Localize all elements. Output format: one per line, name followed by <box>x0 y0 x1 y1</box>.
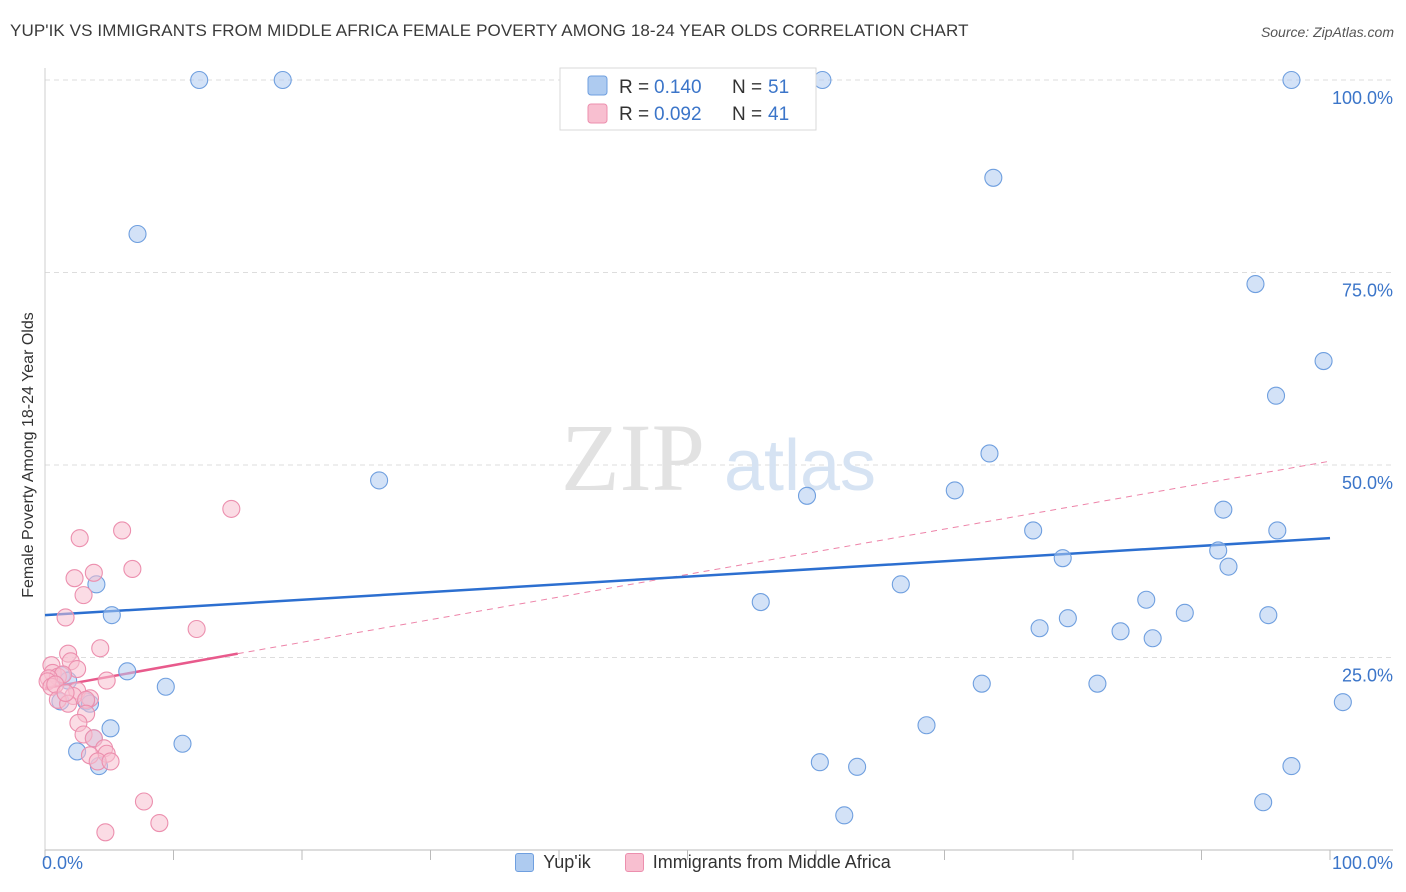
point-yupik <box>1209 541 1228 560</box>
point-yupik <box>810 753 829 772</box>
legend-swatch-middle-africa <box>587 103 608 124</box>
point-yupik <box>1058 609 1077 628</box>
y-tick-label: 100.0% <box>1332 88 1393 108</box>
bottom-legend-item-middle-africa[interactable]: Immigrants from Middle Africa <box>624 852 891 873</box>
y-tick-label: 50.0% <box>1342 473 1393 493</box>
point-yupik <box>848 757 867 776</box>
point-yupik <box>1030 619 1049 638</box>
bottom-legend-item-yupik[interactable]: Yup'ik <box>515 852 591 873</box>
point-yupik <box>1259 606 1278 625</box>
source-credit: Source: ZipAtlas.com <box>1260 24 1394 40</box>
point-yupik <box>101 719 120 738</box>
point-yupik <box>1175 603 1194 622</box>
point-middle-africa <box>123 559 142 579</box>
watermark: ZIP atlas <box>561 404 876 511</box>
point-yupik <box>917 716 936 735</box>
point-middle-africa <box>101 752 120 771</box>
point-middle-africa <box>113 521 132 540</box>
point-yupik <box>891 575 910 594</box>
point-yupik <box>156 677 175 696</box>
bottom-legend-label-middle-africa: Immigrants from Middle Africa <box>652 852 891 872</box>
point-yupik <box>1314 351 1333 371</box>
legend-n-label-middle-africa: N = <box>732 104 762 125</box>
point-middle-africa <box>187 619 206 639</box>
bottom-legend: Yup'ik Immigrants from Middle Africa <box>0 852 1406 873</box>
watermark-zip: ZIP <box>561 404 705 511</box>
point-yupik <box>190 70 209 90</box>
point-middle-africa <box>97 671 116 690</box>
trend-line-yupik <box>44 536 1331 617</box>
trend-line-middle-africa-dashed <box>237 460 1331 655</box>
point-yupik <box>273 70 292 90</box>
point-yupik <box>1219 557 1238 576</box>
point-yupik <box>1053 549 1072 568</box>
data-points <box>38 70 1352 842</box>
point-yupik <box>118 662 137 681</box>
legend-r-value-yupik: 0.140 <box>654 77 702 98</box>
point-middle-africa <box>84 563 103 582</box>
y-tick-label: 75.0% <box>1342 281 1393 301</box>
point-yupik <box>1214 500 1233 519</box>
legend-swatch-yupik <box>587 75 608 96</box>
point-yupik <box>173 734 192 753</box>
legend-r-label-middle-africa: R = <box>619 104 649 125</box>
point-yupik <box>1254 793 1273 812</box>
legend-box: R = 0.140 N = 51 R = 0.092 N = 41 <box>559 67 817 131</box>
x-tick-label: 0.0% <box>42 853 83 873</box>
point-yupik <box>972 674 991 693</box>
y-tick-labels: 25.0% 50.0% 75.0% 100.0% <box>1332 88 1393 686</box>
point-yupik <box>835 806 854 825</box>
bottom-legend-swatch-middle-africa <box>624 853 644 872</box>
y-tick-label: 25.0% <box>1342 666 1393 686</box>
legend-n-label-yupik: N = <box>732 77 762 98</box>
legend-n-value-yupik: 51 <box>768 77 789 98</box>
point-middle-africa <box>56 608 75 627</box>
point-yupik <box>1266 386 1286 405</box>
bottom-legend-swatch-yupik <box>515 853 535 872</box>
point-yupik <box>751 593 770 612</box>
point-yupik <box>1333 693 1352 712</box>
point-yupik <box>1088 674 1107 693</box>
point-middle-africa <box>96 823 115 842</box>
point-middle-africa <box>150 813 169 833</box>
point-middle-africa <box>134 792 153 811</box>
point-yupik <box>1282 757 1301 776</box>
point-yupik <box>1143 629 1162 648</box>
point-middle-africa <box>91 639 110 658</box>
point-middle-africa <box>222 499 241 518</box>
grid <box>45 79 1393 658</box>
point-yupik <box>1137 590 1156 609</box>
point-yupik <box>1111 622 1130 641</box>
legend-r-value-middle-africa: 0.092 <box>654 104 702 125</box>
axes <box>44 68 1393 860</box>
legend-n-value-middle-africa: 41 <box>768 104 789 125</box>
y-axis-label: Female Poverty Among 18-24 Year Olds <box>20 312 37 598</box>
chart-title: YUP'IK VS IMMIGRANTS FROM MIDDLE AFRICA … <box>10 21 969 40</box>
point-yupik <box>1246 274 1265 294</box>
point-yupik <box>797 486 817 505</box>
point-yupik <box>984 168 1003 187</box>
point-yupik <box>370 471 389 490</box>
point-yupik <box>980 444 999 463</box>
point-yupik <box>1024 521 1043 540</box>
point-yupik <box>945 481 964 500</box>
x-tick-label: 100.0% <box>1332 853 1393 873</box>
point-middle-africa <box>74 586 93 605</box>
point-yupik <box>1282 70 1301 90</box>
point-yupik <box>102 606 121 625</box>
point-yupik <box>128 224 147 244</box>
bottom-legend-label-yupik: Yup'ik <box>543 852 591 872</box>
legend-r-label-yupik: R = <box>619 77 649 98</box>
point-middle-africa <box>65 569 84 588</box>
x-tick-labels: 0.0% 100.0% <box>42 853 1393 873</box>
point-middle-africa <box>70 529 89 548</box>
point-middle-africa <box>56 683 75 702</box>
point-yupik <box>1268 521 1287 540</box>
